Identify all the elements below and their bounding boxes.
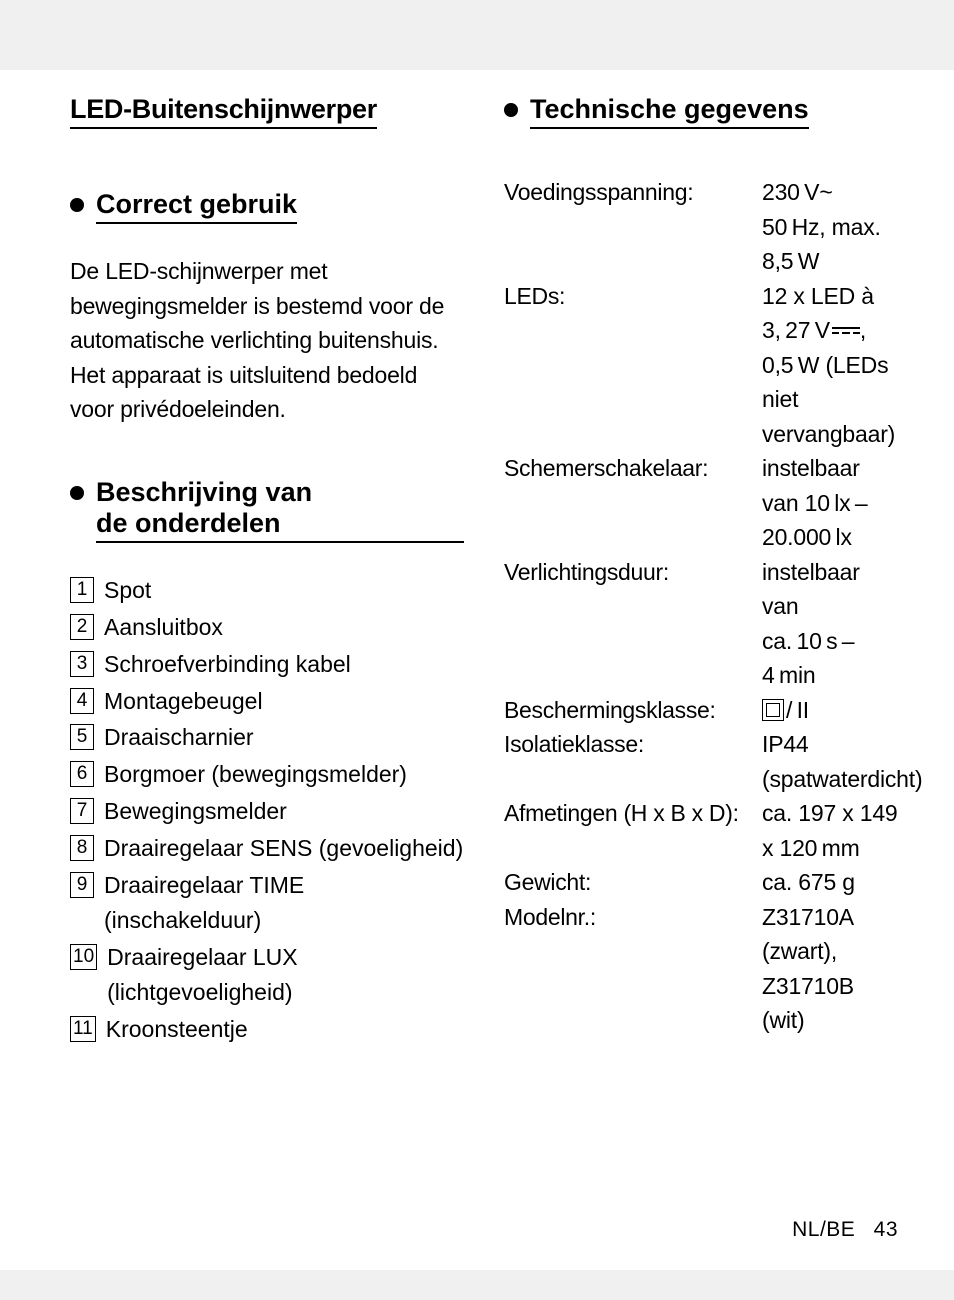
parts-list-item: 2 Aansluitbox (70, 610, 464, 645)
part-number-box: 3 (70, 651, 94, 677)
footer-page-number: 43 (874, 1218, 898, 1241)
part-number-box: 2 (70, 614, 94, 640)
parts-list-item: 8 Draairegelaar SENS (gevoeligheid) (70, 831, 464, 866)
parts-list-item: 7 Bewegingsmelder (70, 794, 464, 829)
part-number-box: 6 (70, 761, 94, 787)
spec-label: Modelnr.: (504, 900, 762, 935)
section-heading-tech-text: Technische gegevens (530, 94, 809, 129)
part-number-box: 8 (70, 835, 94, 861)
section-heading-parts: Beschrijving van de onderdelen (70, 477, 464, 543)
spec-value: IP44 (spatwaterdicht) (762, 727, 922, 796)
part-label: Draairegelaar LUX (lichtgevoeligheid) (107, 940, 464, 1010)
spec-row: LEDs:12 x LED à 3, 27 V, 0,5 W (LEDs nie… (504, 279, 898, 452)
bullet-icon (70, 198, 84, 212)
main-title: LED-Buitenschijnwerper (70, 94, 377, 129)
bullet-icon (504, 103, 518, 117)
spec-label: Schemerschakelaar: (504, 451, 762, 486)
parts-list-item: 6 Borgmoer (bewegingsmelder) (70, 757, 464, 792)
part-number-box: 10 (70, 944, 97, 970)
part-number-box: 11 (70, 1016, 96, 1042)
spec-row: Afmetingen (H x B x D):ca. 197 x 149 x 1… (504, 796, 898, 865)
part-label: Kroonsteentje (106, 1012, 464, 1047)
part-label: Montagebeugel (104, 684, 464, 719)
spec-table: Voedingsspanning:230 V~ 50 Hz, max. 8,5 … (504, 175, 898, 1038)
part-label: Bewegingsmelder (104, 794, 464, 829)
parts-list-item: 10 Draairegelaar LUX (lichtgevoeligheid) (70, 940, 464, 1010)
spec-value: 12 x LED à 3, 27 V, 0,5 W (LEDs niet ver… (762, 279, 898, 452)
part-label: Schroefverbinding kabel (104, 647, 464, 682)
spec-value: instelbaar van 10 lx – 20.000 lx (762, 451, 898, 555)
part-label: Draaischarnier (104, 720, 464, 755)
dc-symbol-icon (832, 327, 860, 334)
section-heading-correct-text: Correct gebruik (96, 189, 297, 224)
spec-label: Verlichtingsduur: (504, 555, 762, 590)
part-label: Borgmoer (bewegingsmelder) (104, 757, 464, 792)
spec-row: Verlichtingsduur:instelbaar van ca. 10 s… (504, 555, 898, 693)
page-outer: LED-Buitenschijnwerper Correct gebruik D… (0, 0, 954, 1300)
parts-list-item: 3 Schroefverbinding kabel (70, 647, 464, 682)
part-label: Spot (104, 573, 464, 608)
spec-row: Isolatieklasse:IP44 (spatwaterdicht) (504, 727, 898, 796)
page-sheet: LED-Buitenschijnwerper Correct gebruik D… (0, 70, 954, 1270)
footer-locale: NL/BE (792, 1218, 855, 1241)
spec-value: ca. 197 x 149 x 120 mm (762, 796, 898, 865)
section-heading-parts-text: Beschrijving van de onderdelen (96, 477, 464, 543)
spec-label: Afmetingen (H x B x D): (504, 796, 762, 831)
page-footer: NL/BE 43 (792, 1218, 898, 1242)
spec-value: 230 V~ 50 Hz, max. 8,5 W (762, 175, 898, 279)
two-column-layout: LED-Buitenschijnwerper Correct gebruik D… (70, 94, 898, 1049)
part-number-box: 7 (70, 798, 94, 824)
part-number-box: 4 (70, 688, 94, 714)
part-number-box: 1 (70, 577, 94, 603)
spec-label: Gewicht: (504, 865, 762, 900)
spec-row: Beschermingsklasse:/ II (504, 693, 898, 728)
spec-value: Z31710A (zwart), Z31710B (wit) (762, 900, 898, 1038)
right-column: Technische gegevens Voedingsspanning:230… (504, 94, 898, 1049)
parts-list-item: 1 Spot (70, 573, 464, 608)
left-column: LED-Buitenschijnwerper Correct gebruik D… (70, 94, 464, 1049)
spec-label: Voedingsspanning: (504, 175, 762, 210)
parts-list-item: 9 Draairegelaar TIME (inschakelduur) (70, 868, 464, 938)
correct-gebruik-body: De LED-schijnwerper met bewegingsmelder … (70, 254, 464, 427)
section-heading-tech: Technische gegevens (504, 94, 898, 129)
bullet-icon (70, 486, 84, 500)
spec-row: Voedingsspanning:230 V~ 50 Hz, max. 8,5 … (504, 175, 898, 279)
parts-list-item: 4 Montagebeugel (70, 684, 464, 719)
part-label: Aansluitbox (104, 610, 464, 645)
spec-label: Isolatieklasse: (504, 727, 762, 762)
spec-row: Modelnr.:Z31710A (zwart), Z31710B (wit) (504, 900, 898, 1038)
spec-row: Gewicht:ca. 675 g (504, 865, 898, 900)
parts-list: 1 Spot 2 Aansluitbox 3 Schroefverbinding kabe… (70, 573, 464, 1047)
part-number-box: 9 (70, 872, 94, 898)
spec-value: / II (762, 693, 898, 728)
part-label: Draairegelaar SENS (gevoeligheid) (104, 831, 464, 866)
spec-row: Schemerschakelaar:instelbaar van 10 lx –… (504, 451, 898, 555)
spec-label: LEDs: (504, 279, 762, 314)
spec-value: ca. 675 g (762, 865, 898, 900)
spec-label: Beschermingsklasse: (504, 693, 762, 728)
section-heading-correct: Correct gebruik (70, 189, 464, 224)
parts-list-item: 5 Draaischarnier (70, 720, 464, 755)
parts-list-item: 11 Kroonsteentje (70, 1012, 464, 1047)
spec-value: instelbaar van ca. 10 s – 4 min (762, 555, 898, 693)
part-label: Draairegelaar TIME (inschakelduur) (104, 868, 464, 938)
class2-icon (762, 699, 784, 721)
part-number-box: 5 (70, 724, 94, 750)
